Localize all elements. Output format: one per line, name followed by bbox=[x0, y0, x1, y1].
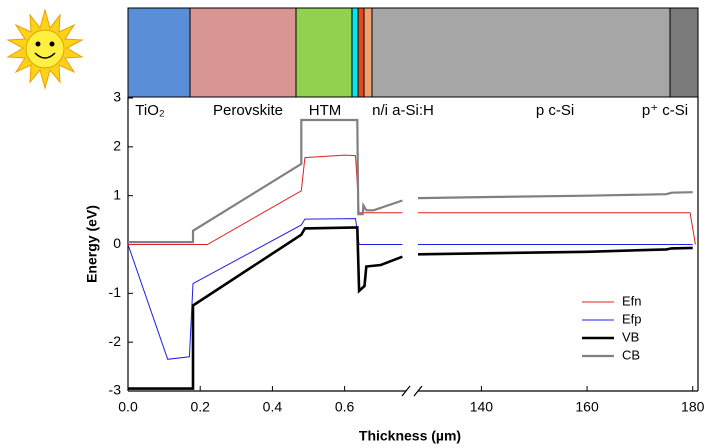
legend-label: Efp bbox=[622, 311, 642, 326]
x-tick-label: 0.0 bbox=[118, 399, 138, 415]
y-tick-label: 0 bbox=[113, 235, 121, 251]
y-axis-title: Energy (eV) bbox=[84, 205, 100, 283]
layer-label: HTM bbox=[309, 102, 342, 119]
layer-label: n/i a-Si:H bbox=[372, 102, 434, 119]
y-tick-label: 2 bbox=[113, 138, 121, 154]
x-tick-label: 0.2 bbox=[190, 399, 210, 415]
layer-label: p c-Si bbox=[536, 102, 574, 119]
y-tick-label: -2 bbox=[109, 333, 122, 349]
x-tick-label: 180 bbox=[681, 399, 705, 415]
y-tick-label: 3 bbox=[113, 89, 121, 105]
sun-icon bbox=[6, 8, 84, 90]
layer-label: TiO₂ bbox=[135, 102, 165, 119]
series-line bbox=[128, 118, 693, 244]
y-tick-label: -3 bbox=[109, 382, 122, 398]
plot-frame bbox=[127, 97, 699, 397]
legend-label: VB bbox=[622, 329, 639, 344]
x-tick-label: 160 bbox=[575, 399, 599, 415]
x-tick-label: 140 bbox=[470, 399, 494, 415]
layer-label: p⁺ c-Si bbox=[642, 102, 688, 119]
x-axis-title: Thickness (µm) bbox=[359, 428, 461, 444]
series-line bbox=[128, 154, 696, 245]
x-tick-label: 0.4 bbox=[263, 399, 283, 415]
layer-stack bbox=[127, 7, 699, 98]
legend-label: CB bbox=[622, 347, 640, 362]
legend-label: Efn bbox=[622, 293, 642, 308]
series-line bbox=[128, 226, 693, 390]
y-tick-label: 1 bbox=[113, 186, 121, 202]
y-tick-label: -1 bbox=[109, 284, 122, 300]
x-tick-label: 0.6 bbox=[335, 399, 355, 415]
layer-label: Perovskite bbox=[213, 102, 283, 119]
